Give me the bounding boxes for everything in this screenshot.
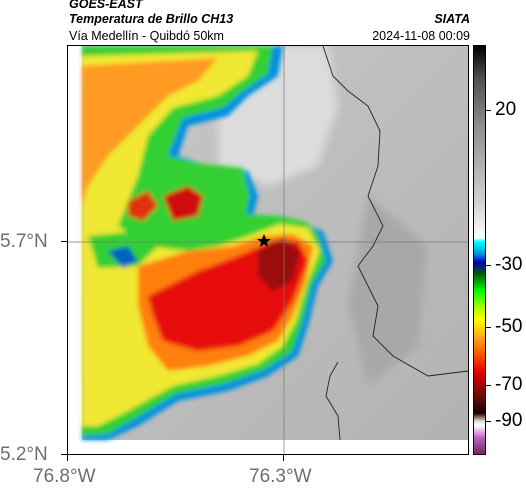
star-icon[interactable] [257, 234, 271, 247]
product-title: Temperatura de Brillo CH13 [69, 12, 234, 26]
colorbar-tick-20 [486, 110, 491, 111]
colorbar-label-m50: -50 [495, 316, 523, 337]
region-subtitle: Vía Medellín - Quibdó 50km [69, 29, 224, 43]
tick-lat-1 [61, 241, 67, 242]
temperature-colorbar [473, 45, 486, 455]
lat-label-5-2: 5.2°N [0, 444, 48, 465]
satellite-name: GOES-EAST [69, 0, 143, 11]
satellite-map[interactable] [67, 45, 469, 455]
tick-lon-2 [283, 455, 284, 461]
tick-lat-2 [61, 454, 67, 455]
colorbar-label-m70: -70 [495, 374, 523, 395]
colorbar-label-m30: -30 [495, 254, 523, 275]
lon-label-76-3: 76.3°W [249, 466, 312, 487]
lat-label-5-7: 5.7°N [0, 231, 48, 252]
timestamp: 2024-11-08 00:09 [372, 29, 470, 43]
tick-lon-1 [67, 455, 68, 461]
colorbar-tick-m70 [486, 385, 491, 386]
agency-name: SIATA [434, 12, 470, 26]
colorbar-tick-m50 [486, 327, 491, 328]
colorbar-label-20: 20 [495, 99, 517, 120]
cold-cloud-tops [82, 46, 333, 440]
lon-label-76-8: 76.8°W [33, 466, 96, 487]
colorbar-tick-m30 [486, 265, 491, 266]
coastline [322, 46, 468, 377]
colorbar-label-m90: -90 [495, 410, 523, 431]
colorbar-tick-m90 [486, 421, 491, 422]
